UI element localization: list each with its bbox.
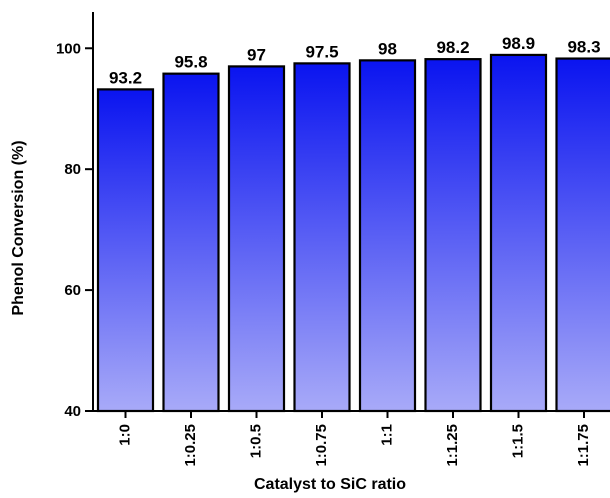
- x-tick-label-1:1.5: 1:1.5: [509, 424, 526, 458]
- x-tick-label-1:0.5: 1:0.5: [247, 424, 264, 458]
- bar-1:0.5: [227, 65, 286, 413]
- bars-layer: [96, 53, 610, 413]
- y-tick-label-80: 80: [64, 161, 81, 178]
- data-label-1:1.75: 98.3: [567, 38, 600, 57]
- y-axis-title: Phenol Conversion (%): [10, 140, 27, 315]
- data-label-1:0.5: 97: [247, 45, 266, 64]
- x-tick-label-1:0.25: 1:0.25: [182, 424, 199, 467]
- data-label-1:1.25: 98.2: [436, 38, 469, 57]
- axes-layer: [92, 12, 610, 412]
- bar-1:1.75: [555, 57, 610, 413]
- x-tick-label-1:0.75: 1:0.75: [313, 424, 330, 467]
- x-axis-title: Catalyst to SiC ratio: [254, 476, 406, 493]
- y-tick-label-100: 100: [56, 40, 81, 57]
- bar-1:1: [358, 59, 417, 413]
- bar-1:0.25: [162, 72, 220, 413]
- data-label-1:1: 98: [378, 39, 397, 58]
- data-label-1:1.5: 98.9: [502, 34, 535, 53]
- bar-1:0: [96, 88, 155, 413]
- y-tick-label-40: 40: [64, 403, 81, 420]
- y-tick-label-60: 60: [64, 282, 81, 299]
- bar-1:1.5: [489, 53, 548, 413]
- y-ticks: 40 60 80 100: [56, 40, 93, 420]
- data-labels: 93.2 95.8 97 97.5 98 98.2 98.9 98.3: [109, 34, 601, 87]
- bar-1:1.25: [424, 58, 482, 413]
- x-tick-label-1:1.75: 1:1.75: [575, 424, 592, 467]
- x-tick-label-1:1: 1:1: [378, 424, 395, 446]
- data-label-1:0.25: 95.8: [174, 53, 207, 72]
- x-tick-label-1:0: 1:0: [116, 424, 133, 446]
- bar-1:0.75: [293, 62, 351, 413]
- data-label-1:0.75: 97.5: [305, 42, 338, 61]
- x-ticks: 1:0 1:0.25 1:0.5 1:0.75 1:1 1:1.25 1:1.5 1:1.75: [116, 411, 592, 467]
- x-tick-label-1:1.25: 1:1.25: [444, 424, 461, 467]
- data-label-1:0: 93.2: [109, 68, 142, 87]
